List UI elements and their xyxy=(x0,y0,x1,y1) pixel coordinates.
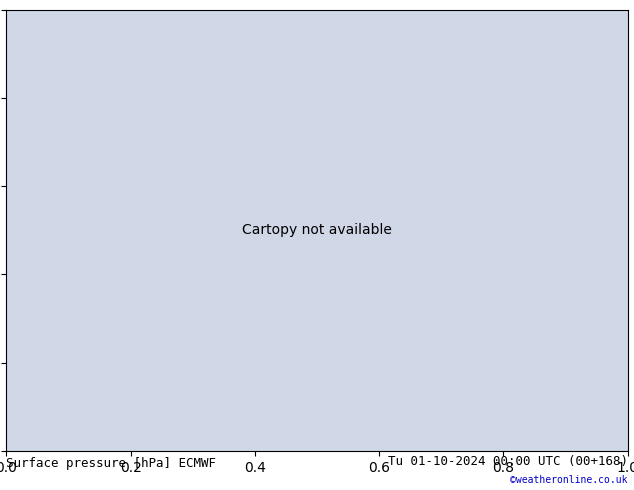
Text: Cartopy not available: Cartopy not available xyxy=(242,223,392,237)
Text: Surface pressure [hPa] ECMWF: Surface pressure [hPa] ECMWF xyxy=(6,457,216,470)
Text: ©weatheronline.co.uk: ©weatheronline.co.uk xyxy=(510,475,628,485)
Text: Tu 01-10-2024 00:00 UTC (00+168): Tu 01-10-2024 00:00 UTC (00+168) xyxy=(387,455,628,468)
